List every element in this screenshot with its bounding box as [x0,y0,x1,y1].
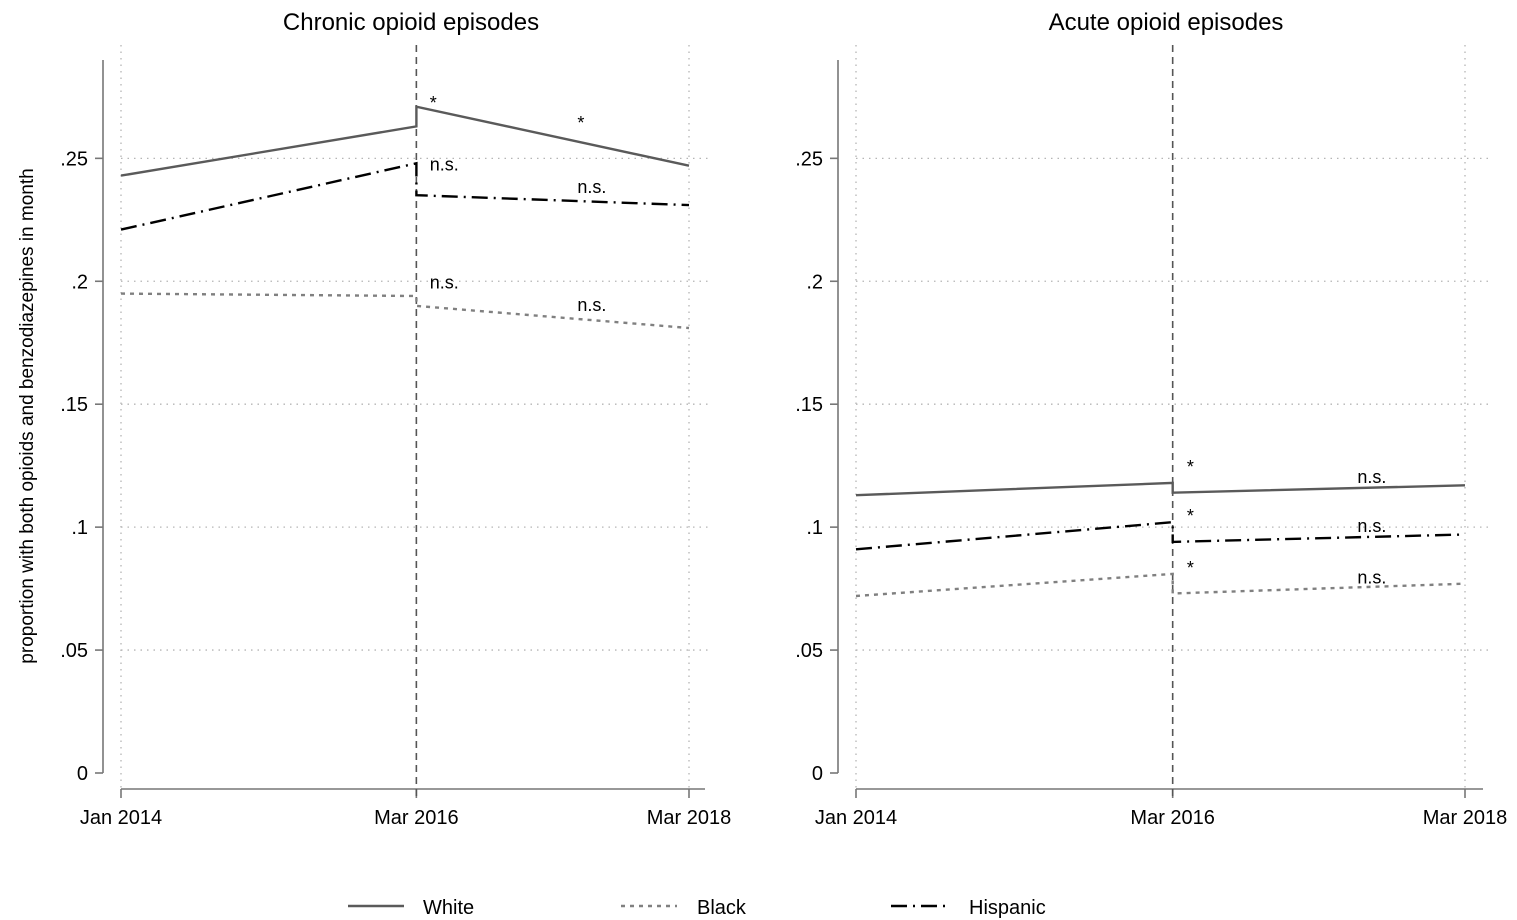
y-tick-label: .1 [806,517,823,539]
x-tick-label: Mar 2018 [647,807,732,829]
x-tick-label: Jan 2014 [815,807,897,829]
panel-1-title: Chronic opioid episodes [283,9,539,36]
annotation-label: * [577,113,584,133]
panel-2: Acute opioid episodes 0 .05 .1 .15 .2 .25 Jan 2… [795,9,1507,829]
series-line-black [120,292,690,330]
annotation-label: * [430,93,437,113]
y-tick-label: .25 [795,148,823,170]
annotation-label: * [1187,457,1194,477]
annotation-label: n.s. [430,155,459,175]
series-line-hispanic [120,161,690,231]
series-line-black [855,572,1466,598]
legend-label-hispanic: Hispanic [969,897,1046,919]
y-tick-label: .25 [60,148,88,170]
annotation-label: n.s. [1357,568,1386,588]
y-tick-label: .05 [60,640,88,662]
y-tick-label: .2 [71,271,88,293]
series-line-white [855,481,1466,497]
legend-label-black: Black [697,897,747,919]
x-tick-label: Jan 2014 [80,807,162,829]
x-tick-label: Mar 2018 [1423,807,1508,829]
series-line-white [120,105,690,177]
annotation-label: n.s. [577,295,606,315]
y-tick-label: .15 [60,394,88,416]
y-tick-label: .2 [806,271,823,293]
x-tick-label: Mar 2016 [374,807,459,829]
y-tick-label: .1 [71,517,88,539]
annotation-label: * [1187,558,1194,578]
y-tick-label: 0 [812,763,823,785]
annotation-label: n.s. [1357,467,1386,487]
y-tick-label: .15 [795,394,823,416]
y-tick-label: 0 [77,763,88,785]
series-line-hispanic [855,520,1466,551]
legend-label-white: White [423,897,474,919]
annotation-label: * [1187,506,1194,526]
panel-1: Chronic opioid episodes 0 .05 .1 .15 .2 .25 Jan… [60,9,731,829]
y-tick-label: .05 [795,640,823,662]
annotation-label: n.s. [1357,516,1386,536]
x-tick-label: Mar 2016 [1130,807,1215,829]
annotation-label: n.s. [577,177,606,197]
panel-2-title: Acute opioid episodes [1049,9,1284,36]
annotation-label: n.s. [430,273,459,293]
y-axis-title: proportion with both opioids and benzodi… [17,168,38,663]
legend: White Black Hispanic [348,897,1046,919]
